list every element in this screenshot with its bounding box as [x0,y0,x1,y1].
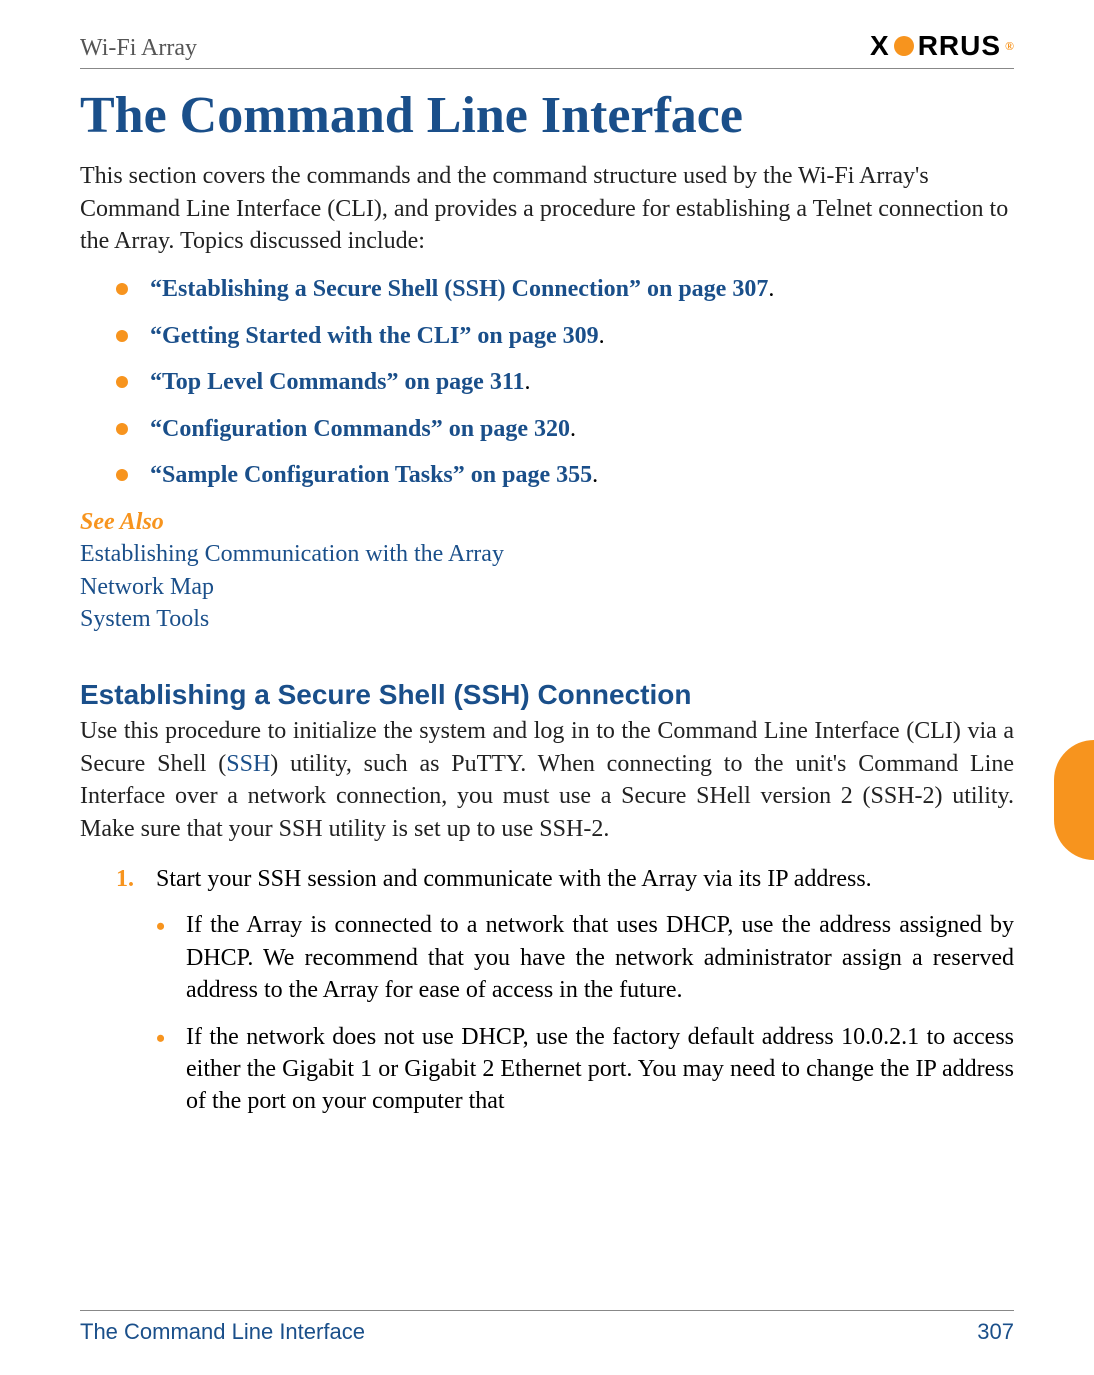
toc-item: “Top Level Commands” on page 311. [116,366,1014,398]
footer-title: The Command Line Interface [80,1319,365,1345]
page-title: The Command Line Interface [80,87,1014,144]
section-heading: Establishing a Secure Shell (SSH) Connec… [80,679,1014,711]
step-item: Start your SSH session and communicate w… [116,863,1014,1118]
toc-item: “Sample Configuration Tasks” on page 355… [116,459,1014,491]
see-also-link[interactable]: System Tools [80,603,1014,635]
ssh-link[interactable]: SSH [226,751,270,777]
toc-list: “Establishing a Secure Shell (SSH) Conne… [116,273,1014,491]
logo-registered-icon: ® [1005,39,1014,54]
toc-item: “Getting Started with the CLI” on page 3… [116,320,1014,352]
sub-item: If the network does not use DHCP, use th… [156,1021,1014,1118]
page-container: Wi-Fi Array X RRUS ® The Command Line In… [80,30,1014,1345]
toc-item: “Configuration Commands” on page 320. [116,413,1014,445]
toc-item: “Establishing a Secure Shell (SSH) Conne… [116,273,1014,305]
page-footer: The Command Line Interface 307 [80,1310,1014,1345]
toc-link[interactable]: “Configuration Commands” on page 320 [150,416,570,442]
steps-list: Start your SSH session and communicate w… [116,863,1014,1118]
page-header: Wi-Fi Array X RRUS ® [80,30,1014,69]
toc-link[interactable]: “Sample Configuration Tasks” on page 355 [150,462,592,488]
header-product-name: Wi-Fi Array [80,35,197,62]
brand-logo: X RRUS ® [870,30,1014,62]
toc-suffix: . [525,369,531,395]
toc-suffix: . [570,416,576,442]
logo-dot-icon [894,36,914,56]
toc-link[interactable]: “Getting Started with the CLI” on page 3… [150,323,599,349]
see-also-link[interactable]: Network Map [80,571,1014,603]
toc-suffix: . [592,462,598,488]
toc-link[interactable]: “Top Level Commands” on page 311 [150,369,525,395]
see-also-heading: See Also [80,509,1014,536]
toc-suffix: . [599,323,605,349]
footer-page-number: 307 [977,1319,1014,1345]
intro-paragraph: This section covers the commands and the… [80,160,1014,257]
toc-link[interactable]: “Establishing a Secure Shell (SSH) Conne… [150,276,768,302]
side-tab [1054,740,1094,860]
section-body: Use this procedure to initialize the sys… [80,715,1014,845]
sub-item: If the Array is connected to a network t… [156,909,1014,1006]
logo-text-suffix: RRUS [918,30,1001,62]
logo-text-prefix: X [870,30,890,62]
toc-suffix: . [768,276,774,302]
see-also-link[interactable]: Establishing Communication with the Arra… [80,538,1014,570]
step-text: Start your SSH session and communicate w… [156,866,872,892]
sub-list: If the Array is connected to a network t… [156,909,1014,1117]
